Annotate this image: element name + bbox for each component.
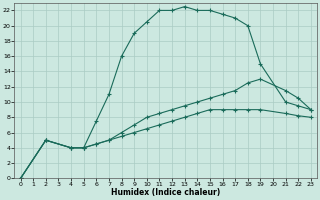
- X-axis label: Humidex (Indice chaleur): Humidex (Indice chaleur): [111, 188, 220, 197]
